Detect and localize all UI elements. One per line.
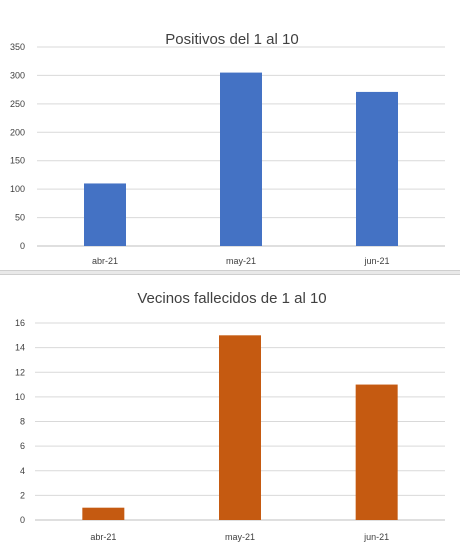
y-tick-label: 0 (20, 515, 25, 525)
x-tick-label: jun-21 (363, 256, 389, 266)
y-tick-label: 12 (15, 367, 25, 377)
y-tick-label: 14 (15, 343, 25, 353)
bar-abr-21 (84, 183, 126, 246)
y-tick-label: 4 (20, 466, 25, 476)
y-tick-label: 200 (10, 127, 25, 137)
y-tick-label: 10 (15, 392, 25, 402)
chart-fallecidos: Vecinos fallecidos de 1 al 10 0 2 4 6 8 10 12 1… (15, 290, 445, 542)
chart-title: Vecinos fallecidos de 1 al 10 (137, 290, 326, 307)
chart-panel-positivos: Positivos del 1 al 10 0 50 100 150 200 250 300… (0, 0, 460, 270)
bar-jun-21 (356, 91, 398, 246)
y-tick-label: 16 (15, 318, 25, 328)
bar-jun-21 (355, 384, 398, 520)
y-tick-label: 350 (10, 42, 25, 52)
bar-may-21 (219, 335, 261, 520)
y-tick-label: 6 (20, 441, 25, 451)
y-tick-label: 50 (15, 213, 25, 223)
x-tick-label: jun-21 (363, 532, 389, 542)
y-tick-label: 250 (10, 99, 25, 109)
bar-may-21 (220, 72, 262, 246)
x-tick-label: may-21 (226, 256, 256, 266)
y-tick-label: 100 (10, 184, 25, 194)
chart-divider (0, 270, 460, 275)
x-tick-label: abr-21 (90, 532, 116, 542)
y-tick-label: 2 (20, 490, 25, 500)
chart-title: Positivos del 1 al 10 (165, 31, 298, 48)
x-tick-label: may-21 (225, 532, 255, 542)
bar-abr-21 (82, 507, 125, 520)
y-tick-label: 300 (10, 70, 25, 80)
y-tick-label: 150 (10, 156, 25, 166)
x-tick-label: abr-21 (92, 256, 118, 266)
chart-positivos: Positivos del 1 al 10 0 50 100 150 200 250 300… (10, 31, 445, 266)
chart-panel-fallecidos: Vecinos fallecidos de 1 al 10 0 2 4 6 8 10 12 1… (0, 275, 460, 550)
y-tick-label: 8 (20, 417, 25, 427)
y-tick-label: 0 (20, 241, 25, 251)
